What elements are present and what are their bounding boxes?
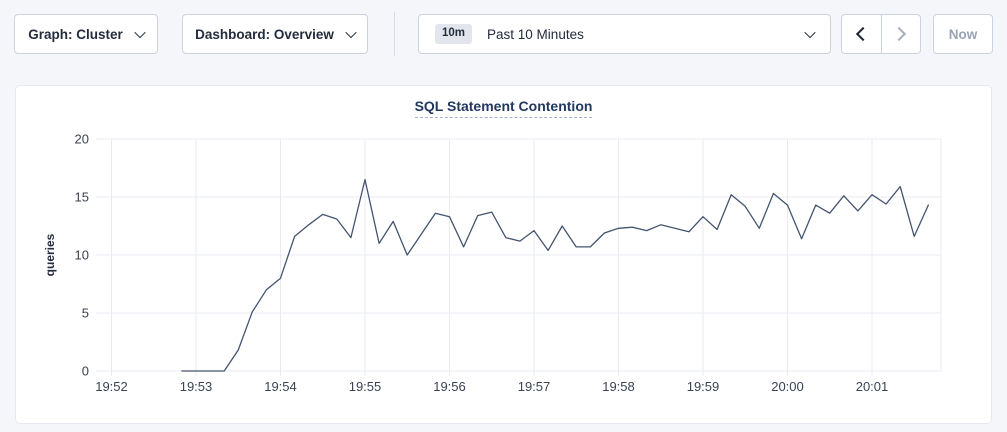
- svg-text:20:01: 20:01: [856, 379, 889, 394]
- chart-title[interactable]: SQL Statement Contention: [16, 98, 991, 118]
- svg-text:19:53: 19:53: [180, 379, 213, 394]
- graph-dropdown-label: Graph: Cluster: [28, 26, 123, 42]
- svg-text:0: 0: [82, 364, 89, 379]
- chevron-down-icon: [134, 26, 146, 39]
- svg-text:20:00: 20:00: [771, 379, 804, 394]
- sql-statement-contention-chart[interactable]: 0 5 10 15 20 19:52 19:53 19:54 19:55 19:56 19:57 19…: [16, 86, 991, 423]
- chevron-down-icon: [345, 26, 357, 39]
- svg-text:19:58: 19:58: [602, 379, 635, 394]
- svg-text:19:55: 19:55: [349, 379, 382, 394]
- dashboard-dropdown-label: Dashboard: Overview: [195, 26, 334, 42]
- svg-text:queries: queries: [43, 233, 57, 276]
- svg-text:15: 15: [75, 190, 89, 205]
- svg-text:20: 20: [75, 132, 89, 147]
- time-next-button[interactable]: [880, 15, 921, 53]
- svg-text:19:59: 19:59: [687, 379, 720, 394]
- svg-text:19:57: 19:57: [518, 379, 551, 394]
- chart-title-text: SQL Statement Contention: [414, 98, 593, 118]
- svg-text:10: 10: [75, 248, 89, 263]
- chevron-left-icon: [855, 26, 870, 42]
- svg-text:19:52: 19:52: [95, 379, 128, 394]
- time-prev-button[interactable]: [842, 15, 881, 53]
- svg-text:19:54: 19:54: [264, 379, 297, 394]
- toolbar: Graph: Cluster Dashboard: Overview 10m P…: [14, 12, 993, 56]
- time-range-label: Past 10 Minutes: [487, 26, 584, 42]
- time-range-picker[interactable]: 10m Past 10 Minutes: [418, 14, 831, 54]
- chart-card: SQL Statement Contention 0 5 10 15 20 19:52 19…: [15, 85, 992, 424]
- dashboard-dropdown[interactable]: Dashboard: Overview: [182, 14, 368, 54]
- time-range-badge: 10m: [435, 24, 473, 44]
- time-nav-group: [841, 14, 921, 54]
- svg-text:5: 5: [82, 306, 89, 321]
- chevron-down-icon: [804, 26, 816, 39]
- svg-text:19:56: 19:56: [433, 379, 466, 394]
- chevron-right-icon: [892, 26, 907, 42]
- now-button[interactable]: Now: [933, 14, 993, 54]
- graph-dropdown[interactable]: Graph: Cluster: [14, 14, 158, 54]
- toolbar-divider: [394, 12, 395, 56]
